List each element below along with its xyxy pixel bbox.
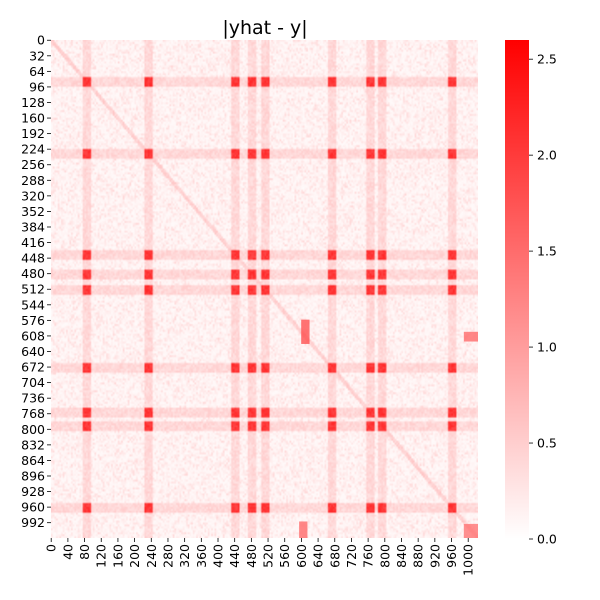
x-tick-label: 240	[144, 544, 159, 568]
x-tick-label: 0	[44, 544, 59, 552]
x-tick-label: 560	[277, 544, 292, 568]
y-tick-label: 384	[21, 219, 45, 234]
y-tick-label: 288	[21, 173, 45, 188]
heatmap-overlays	[299, 319, 478, 538]
colorbar-tick-label: 1.0	[537, 340, 557, 355]
x-tick-label: 400	[211, 544, 226, 568]
y-tick-label: 544	[21, 297, 45, 312]
x-tick-label: 840	[394, 544, 409, 568]
y-tick-label: 928	[21, 484, 45, 499]
heatmap-cells	[51, 40, 478, 538]
y-tick-label: 864	[21, 453, 45, 468]
y-tick-label: 704	[21, 375, 45, 390]
chart-title: |yhat - y|	[222, 17, 307, 39]
x-tick-label: 480	[244, 544, 259, 568]
x-tick-label: 760	[361, 544, 376, 568]
x-tick-label: 600	[294, 544, 309, 568]
colorbar-gradient	[505, 40, 529, 539]
colorbar-tick-label: 1.5	[537, 244, 557, 259]
y-tick-label: 640	[21, 344, 45, 359]
y-tick-label: 96	[29, 79, 45, 94]
x-tick-label: 960	[444, 544, 459, 568]
y-tick-label: 224	[21, 142, 45, 157]
hotspot-block-0	[301, 319, 310, 344]
y-tick-label: 992	[21, 515, 45, 530]
colorbar-ticks: 0.0 0.5 1.0 1.5 2.0 2.5	[529, 52, 557, 547]
colorbar-tick-label: 2.0	[537, 148, 557, 163]
x-tick-label: 720	[344, 544, 359, 568]
heatmap-area	[51, 40, 478, 538]
y-tick-label: 352	[21, 204, 45, 219]
y-tick-label: 736	[21, 391, 45, 406]
colorbar: 0.0 0.5 1.0 1.5 2.0 2.5	[505, 40, 557, 547]
y-tick-label: 480	[21, 266, 45, 281]
x-tick-label: 440	[227, 544, 242, 568]
x-tick-label: 360	[194, 544, 209, 568]
y-axis: 0326496128160192224256288320352384416448…	[21, 33, 51, 530]
y-tick-label: 576	[21, 313, 45, 328]
y-tick-label: 320	[21, 188, 45, 203]
x-tick-label: 680	[327, 544, 342, 568]
y-tick-label: 0	[37, 33, 45, 48]
y-tick-label: 128	[21, 95, 45, 110]
x-tick-label: 280	[160, 544, 175, 568]
x-tick-label: 320	[177, 544, 192, 568]
y-tick-label: 800	[21, 422, 45, 437]
x-tick-label: 880	[411, 544, 426, 568]
x-tick-label: 120	[94, 544, 109, 568]
hotspot-block-3	[463, 523, 478, 538]
x-tick-label: 80	[77, 544, 92, 560]
x-tick-label: 520	[261, 544, 276, 568]
colorbar-tick-label: 0.0	[537, 532, 557, 547]
y-tick-label: 896	[21, 468, 45, 483]
x-tick-label: 40	[60, 544, 75, 560]
x-axis: 0 40 80 120 160 200 240 280 320 360 400 440 480 520 56…	[44, 538, 476, 576]
colorbar-tick-label: 2.5	[537, 52, 557, 67]
y-tick-label: 416	[21, 235, 45, 250]
hotspot-block-2	[463, 331, 478, 342]
hotspot-block-1	[299, 521, 308, 538]
y-tick-label: 672	[21, 360, 45, 375]
y-tick-label: 512	[21, 282, 45, 297]
y-tick-label: 256	[21, 157, 45, 172]
colorbar-tick-label: 0.5	[537, 436, 557, 451]
y-tick-label: 960	[21, 500, 45, 515]
x-tick-label: 1000	[461, 544, 476, 576]
x-tick-label: 640	[311, 544, 326, 568]
y-tick-label: 448	[21, 251, 45, 266]
x-tick-label: 800	[377, 544, 392, 568]
y-tick-label: 192	[21, 126, 45, 141]
y-tick-label: 32	[29, 48, 45, 63]
y-tick-label: 608	[21, 328, 45, 343]
x-tick-label: 200	[127, 544, 142, 568]
y-tick-label: 768	[21, 406, 45, 421]
x-tick-label: 160	[110, 544, 125, 568]
x-tick-label: 920	[427, 544, 442, 568]
y-tick-label: 160	[21, 111, 45, 126]
y-tick-label: 832	[21, 437, 45, 452]
y-tick-label: 64	[29, 64, 45, 79]
